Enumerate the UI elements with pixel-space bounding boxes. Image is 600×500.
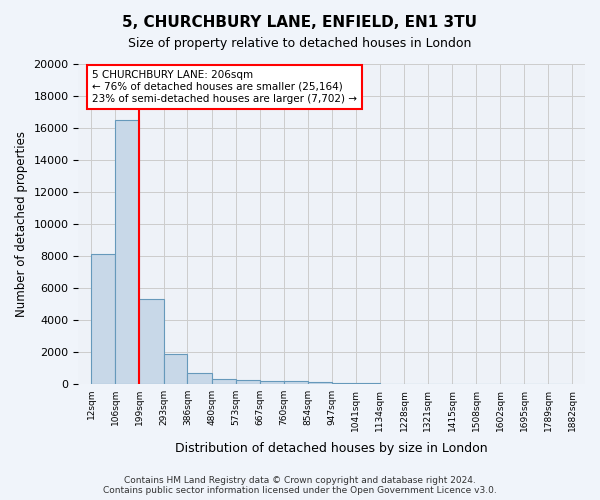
Bar [284,382,308,384]
Bar [115,120,139,384]
X-axis label: Distribution of detached houses by size in London: Distribution of detached houses by size … [175,442,488,455]
Bar [91,254,115,384]
Bar [260,381,284,384]
Text: 5, CHURCHBURY LANE, ENFIELD, EN1 3TU: 5, CHURCHBURY LANE, ENFIELD, EN1 3TU [122,15,478,30]
Text: 5 CHURCHBURY LANE: 206sqm
← 76% of detached houses are smaller (25,164)
23% of s: 5 CHURCHBURY LANE: 206sqm ← 76% of detac… [92,70,357,104]
Y-axis label: Number of detached properties: Number of detached properties [15,131,28,317]
Bar [236,380,260,384]
Bar [212,379,236,384]
Bar [139,299,164,384]
Bar [187,372,212,384]
Bar [308,382,332,384]
Text: Contains HM Land Registry data © Crown copyright and database right 2024.
Contai: Contains HM Land Registry data © Crown c… [103,476,497,495]
Text: Size of property relative to detached houses in London: Size of property relative to detached ho… [128,38,472,51]
Bar [164,354,187,384]
Bar [332,383,356,384]
